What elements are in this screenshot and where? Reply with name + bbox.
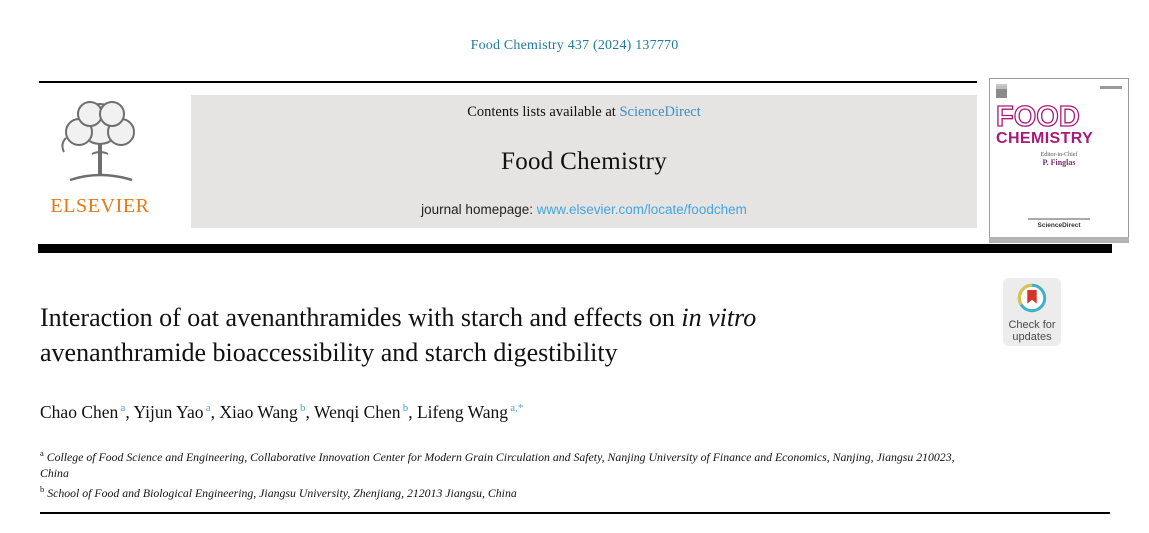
author: Yijun Yao a xyxy=(133,402,211,422)
check-badge-line2: updates xyxy=(1012,331,1052,343)
journal-cover-thumbnail: FOOD CHEMISTRY Editor-in-Chief P. Fingla… xyxy=(989,78,1129,243)
elsevier-tree-icon xyxy=(33,94,167,194)
cover-title-chemistry: CHEMISTRY xyxy=(996,130,1094,147)
author: Xiao Wang b xyxy=(219,402,306,422)
elsevier-wordmark: ELSEVIER xyxy=(50,195,150,217)
cover-bottom-shadow xyxy=(989,237,1129,243)
title-italic-text: in vitro xyxy=(681,303,757,332)
sciencedirect-link[interactable]: ScienceDirect xyxy=(619,104,701,120)
cover-editor-label: Editor-in-Chief xyxy=(1040,152,1078,158)
cover-footer-rule xyxy=(1028,218,1090,220)
author: Lifeng Wang a,* xyxy=(416,402,524,422)
cover-title: FOOD CHEMISTRY xyxy=(995,101,1122,147)
article-title: Interaction of oat avenanthramides with … xyxy=(40,301,960,370)
journal-citation: Food Chemistry 437 (2024) 137770 xyxy=(470,38,679,53)
author-list: Chao Chen a, Yijun Yao a, Xiao Wang b, W… xyxy=(40,402,524,422)
crossmark-icon xyxy=(1016,283,1048,318)
check-badge-label: Check for updates xyxy=(1003,319,1061,343)
affiliation: b School of Food and Biological Engineer… xyxy=(40,483,517,500)
journal-name: Food Chemistry xyxy=(500,147,668,175)
cover-top-row xyxy=(996,84,1122,102)
cover-editor-name: P. Finglas xyxy=(1042,158,1076,167)
homepage-line: journal homepage: www.elsevier.com/locat… xyxy=(421,202,747,217)
contents-line: Contents lists available at ScienceDirec… xyxy=(467,104,701,121)
check-for-updates-badge[interactable]: Check for updates xyxy=(1003,278,1061,346)
cover-issn-text xyxy=(1100,86,1122,89)
title-regular-text: Interaction of oat avenanthramides with … xyxy=(40,303,682,332)
cover-publisher-mark-icon xyxy=(996,84,1007,98)
affiliation: a College of Food Science and Engineerin… xyxy=(40,448,955,480)
cover-sciencedirect-brand: ScienceDirect xyxy=(1037,222,1081,229)
homepage-prefix: journal homepage: xyxy=(421,202,537,217)
author: Chao Chen a xyxy=(40,402,126,422)
article-title-line2: avenanthramide bioaccessibility and star… xyxy=(40,337,618,367)
masthead-bottom-bar xyxy=(38,244,1112,253)
check-badge-line1: Check for xyxy=(1008,319,1056,331)
contents-prefix: Contents lists available at xyxy=(467,104,620,120)
cover-footer: ScienceDirect xyxy=(990,218,1128,229)
homepage-url-link[interactable]: www.elsevier.com/locate/foodchem xyxy=(536,202,747,217)
masthead-box: Contents lists available at ScienceDirec… xyxy=(191,95,977,228)
top-divider xyxy=(39,81,977,83)
affiliation-list: a College of Food Science and Engineerin… xyxy=(40,445,985,501)
bottom-divider xyxy=(40,512,1110,514)
article-title-line1: Interaction of oat avenanthramides with … xyxy=(40,301,960,336)
cover-title-food: FOOD xyxy=(995,101,1080,133)
elsevier-logo: ELSEVIER xyxy=(33,94,167,232)
author: Wenqi Chen b xyxy=(313,402,409,422)
